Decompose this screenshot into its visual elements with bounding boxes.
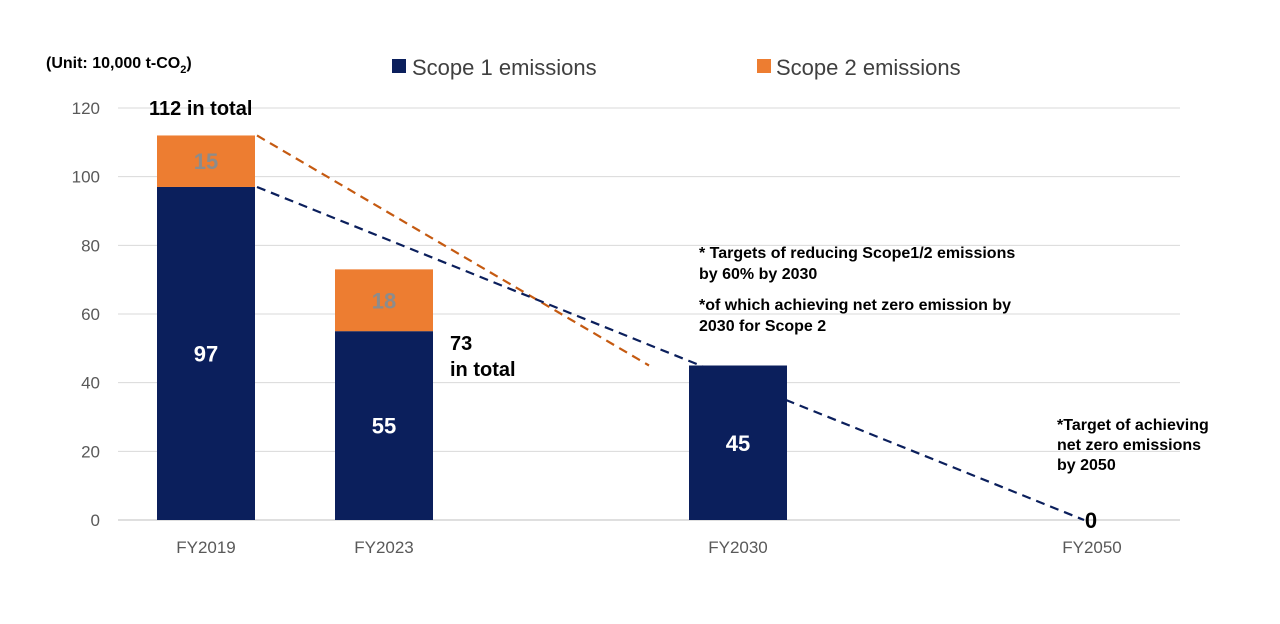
y-tick-label: 120 xyxy=(72,99,100,118)
zero-value-label-fy2050: 0 xyxy=(1085,508,1097,533)
value-label-scope1-fy2030: 45 xyxy=(726,431,750,456)
bar-scope1-fy2019 xyxy=(157,186,255,520)
y-tick-label: 40 xyxy=(81,374,100,393)
legend-swatch-scope2 xyxy=(757,59,771,73)
annotation-2030-line-3: *of which achieving net zero emission by xyxy=(699,297,1011,314)
value-label-scope1-fy2019: 97 xyxy=(194,341,218,366)
annotation-2050-target: *Target of achieving net zero emissions … xyxy=(1057,417,1209,474)
annotation-2050-line-1: *Target of achieving xyxy=(1057,417,1209,434)
value-label-scope1-fy2023: 55 xyxy=(372,414,396,439)
trend-lines xyxy=(256,134,1085,522)
bars: 97 15 55 18 45 xyxy=(157,135,787,520)
total-label-fy2023-value: 73 xyxy=(450,333,472,355)
total-label-fy2019: 112 in total xyxy=(149,98,252,120)
x-tick-label: FY2050 xyxy=(1062,538,1122,557)
annotation-2030-line-4: 2030 for Scope 2 xyxy=(699,318,826,335)
x-tick-label: FY2023 xyxy=(354,538,414,557)
x-tick-label: FY2030 xyxy=(708,538,768,557)
bar-scope2-fy2019 xyxy=(157,135,255,187)
y-axis: 0 20 40 60 80 100 120 xyxy=(72,99,100,530)
y-tick-label: 60 xyxy=(81,305,100,324)
gridlines xyxy=(118,107,1180,521)
legend: Scope 1 emissions Scope 2 emissions xyxy=(392,55,961,80)
annotation-2050-line-3: by 2050 xyxy=(1057,457,1116,474)
y-tick-label: 0 xyxy=(91,511,100,530)
bar-scope1-fy2030 xyxy=(689,365,787,520)
unit-label: (Unit: 10,000 t-CO2) xyxy=(46,55,192,76)
annotation-2030-target: * Targets of reducing Scope1/2 emissions… xyxy=(699,245,1015,335)
trend-line-2 xyxy=(256,185,1085,522)
legend-label-scope1: Scope 1 emissions xyxy=(412,55,597,80)
y-tick-label: 20 xyxy=(81,442,100,461)
bar-scope1-fy2023 xyxy=(335,331,433,520)
x-axis: FY2019 FY2023 FY2030 FY2050 xyxy=(176,538,1122,557)
total-label-fy2023-text: in total xyxy=(450,359,516,381)
y-tick-label: 100 xyxy=(72,168,100,187)
annotation-2050-line-2: net zero emissions xyxy=(1057,437,1201,454)
bar-scope2-fy2023 xyxy=(335,269,433,332)
trend-line-1 xyxy=(256,134,650,367)
annotation-2030-line-1: * Targets of reducing Scope1/2 emissions xyxy=(699,245,1015,262)
value-label-scope2-fy2023: 18 xyxy=(372,288,396,313)
y-tick-label: 80 xyxy=(81,236,100,255)
legend-swatch-scope1 xyxy=(392,59,406,73)
value-label-scope2-fy2019: 15 xyxy=(194,149,218,174)
x-tick-label: FY2019 xyxy=(176,538,236,557)
annotation-2030-line-2: by 60% by 2030 xyxy=(699,266,817,283)
legend-label-scope2: Scope 2 emissions xyxy=(776,55,961,80)
